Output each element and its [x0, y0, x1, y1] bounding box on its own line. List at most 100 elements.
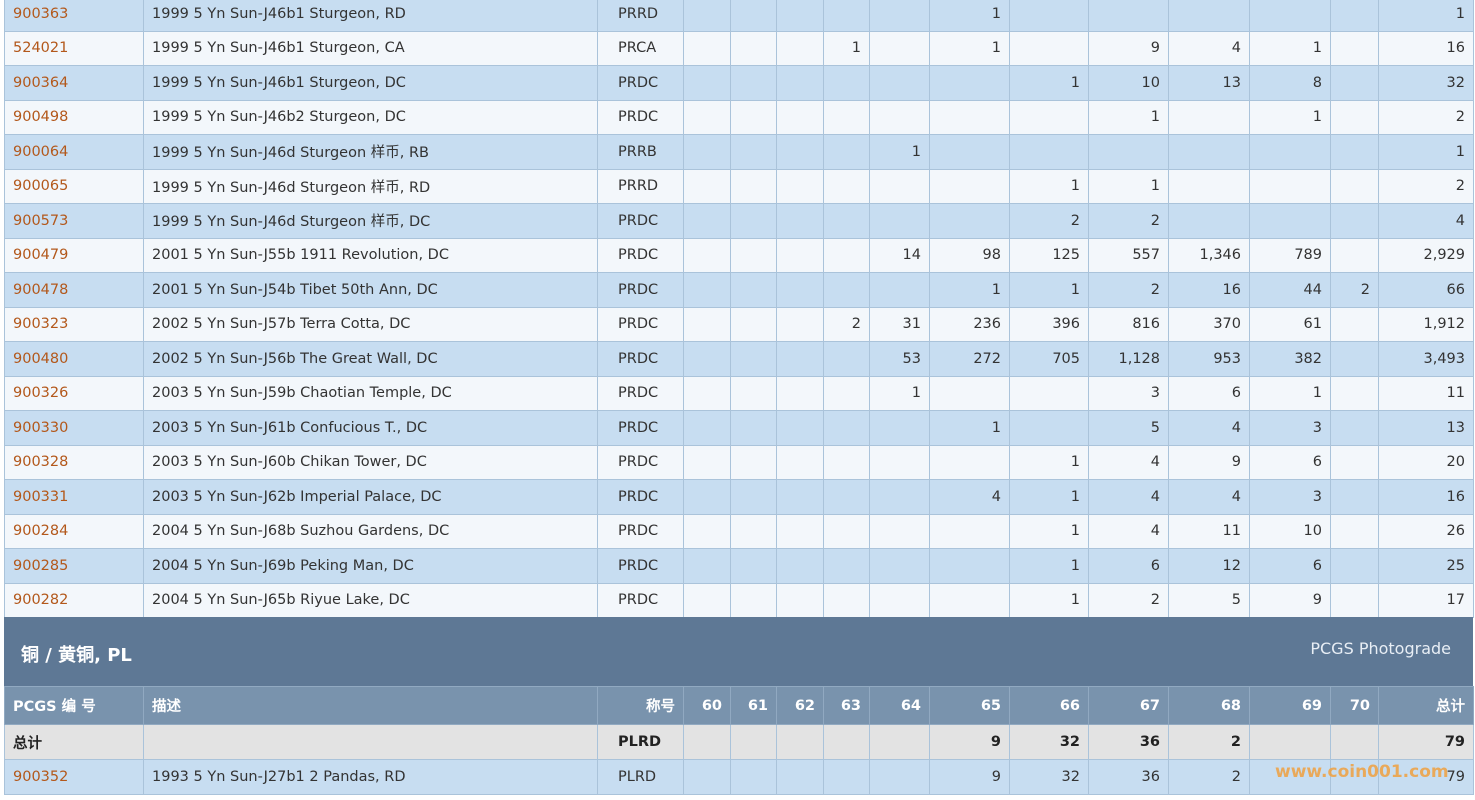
- coin-link[interactable]: 900065: [13, 178, 69, 195]
- empty-cell: [869, 444, 930, 480]
- empty-cell: [776, 65, 824, 101]
- empty-cell: [869, 582, 930, 618]
- count-cell: 36: [1088, 724, 1169, 760]
- empty-cell: [1330, 306, 1379, 342]
- empty-cell: [730, 272, 777, 308]
- count-cell: 9: [1249, 582, 1331, 618]
- empty-cell: [776, 582, 824, 618]
- empty-cell: [730, 513, 777, 549]
- empty-cell: [869, 272, 930, 308]
- empty-cell: [1330, 99, 1379, 135]
- coin-link[interactable]: 900480: [13, 350, 69, 367]
- empty-cell: [823, 168, 870, 204]
- empty-cell: [730, 203, 777, 239]
- pcgs-number: 900573: [4, 203, 144, 239]
- coin-link[interactable]: 900282: [13, 592, 69, 609]
- description: 2001 5 Yn Sun-J55b 1911 Revolution, DC: [143, 237, 598, 273]
- column-header: 66: [1009, 686, 1089, 725]
- empty-cell: [730, 341, 777, 377]
- count-cell: 32: [1378, 65, 1474, 101]
- count-cell: 17: [1378, 582, 1474, 618]
- empty-cell: [929, 65, 1010, 101]
- coin-link[interactable]: 900326: [13, 385, 69, 402]
- empty-cell: [730, 479, 777, 515]
- coin-link[interactable]: 900285: [13, 557, 69, 574]
- count-cell: 10: [1088, 65, 1169, 101]
- empty-cell: [776, 134, 824, 170]
- count-cell: 1: [929, 30, 1010, 66]
- empty-cell: [823, 479, 870, 515]
- empty-cell: [776, 237, 824, 273]
- coin-link[interactable]: 900323: [13, 316, 69, 333]
- description: 1999 5 Yn Sun-J46b1 Sturgeon, CA: [143, 30, 598, 66]
- data-row: 900363 1999 5 Yn Sun-J46b1 Sturgeon, RD PR…: [4, 0, 1474, 32]
- data-row: 900328 2003 5 Yn Sun-J60b Chikan Tower, D…: [4, 444, 1474, 480]
- count-cell: 1: [929, 272, 1010, 308]
- coin-link[interactable]: 524021: [13, 40, 69, 57]
- empty-cell: [1009, 0, 1089, 32]
- coin-link[interactable]: 900064: [13, 143, 69, 160]
- coin-link[interactable]: 900330: [13, 419, 69, 436]
- description: 1993 5 Yn Sun-J27b1 2 Pandas, RD: [143, 759, 598, 795]
- data-row: 524021 1999 5 Yn Sun-J46b1 Sturgeon, CA PR…: [4, 30, 1474, 66]
- column-header: 68: [1168, 686, 1250, 725]
- description: 1999 5 Yn Sun-J46b1 Sturgeon, DC: [143, 65, 598, 101]
- data-row: 900284 2004 5 Yn Sun-J68b Suzhou Gardens,…: [4, 513, 1474, 549]
- photograde-link[interactable]: PCGS Photograde: [1310, 639, 1451, 658]
- coin-link[interactable]: 900363: [13, 5, 69, 22]
- empty-cell: [730, 375, 777, 411]
- data-row: 900480 2002 5 Yn Sun-J56b The Great Wall,…: [4, 341, 1474, 377]
- count-cell: 1: [1009, 272, 1089, 308]
- pcgs-number: 900480: [4, 341, 144, 377]
- empty-cell: [730, 444, 777, 480]
- coin-link[interactable]: 900364: [13, 74, 69, 91]
- empty-cell: [683, 272, 731, 308]
- count-cell: 66: [1378, 272, 1474, 308]
- count-cell: 9: [929, 724, 1010, 760]
- empty-cell: [776, 30, 824, 66]
- empty-cell: [1009, 99, 1089, 135]
- designation: PRDC: [597, 341, 684, 377]
- empty-cell: [1009, 134, 1089, 170]
- designation: PRDC: [597, 548, 684, 584]
- count-cell: 1: [869, 375, 930, 411]
- coin-link[interactable]: 900352: [13, 769, 69, 785]
- empty-cell: [823, 134, 870, 170]
- empty-cell: [776, 724, 824, 760]
- empty-cell: [1168, 134, 1250, 170]
- count-cell: 6: [1168, 375, 1250, 411]
- count-cell: 2,929: [1378, 237, 1474, 273]
- empty-cell: [823, 65, 870, 101]
- empty-cell: [869, 0, 930, 32]
- empty-cell: [1330, 582, 1379, 618]
- coin-link[interactable]: 900284: [13, 523, 69, 540]
- empty-cell: [776, 444, 824, 480]
- empty-cell: [683, 341, 731, 377]
- empty-cell: [1168, 203, 1250, 239]
- designation: PLRD: [597, 724, 684, 760]
- empty-cell: [776, 341, 824, 377]
- section-header: 铜 / 黄铜, PL PCGS Photograde: [4, 617, 1473, 686]
- description: 2001 5 Yn Sun-J54b Tibet 50th Ann, DC: [143, 272, 598, 308]
- pcgs-number: 900064: [4, 134, 144, 170]
- coin-link[interactable]: 900573: [13, 212, 69, 229]
- count-cell: 4: [1088, 444, 1169, 480]
- column-header: 63: [823, 686, 870, 725]
- designation: PRDC: [597, 582, 684, 618]
- designation: PRDC: [597, 513, 684, 549]
- count-cell: 6: [1249, 444, 1331, 480]
- coin-link[interactable]: 900479: [13, 247, 69, 264]
- count-cell: 8: [1249, 65, 1331, 101]
- pcgs-number: 900323: [4, 306, 144, 342]
- empty-cell: [776, 306, 824, 342]
- count-cell: 1: [1088, 99, 1169, 135]
- count-cell: 2: [1330, 272, 1379, 308]
- coin-link[interactable]: 900331: [13, 488, 69, 505]
- count-cell: 557: [1088, 237, 1169, 273]
- coin-link[interactable]: 900328: [13, 454, 69, 471]
- coin-link[interactable]: 900478: [13, 281, 69, 298]
- empty-cell: [776, 375, 824, 411]
- empty-cell: [1249, 203, 1331, 239]
- data-row: 900282 2004 5 Yn Sun-J65b Riyue Lake, DC P…: [4, 582, 1474, 618]
- coin-link[interactable]: 900498: [13, 109, 69, 126]
